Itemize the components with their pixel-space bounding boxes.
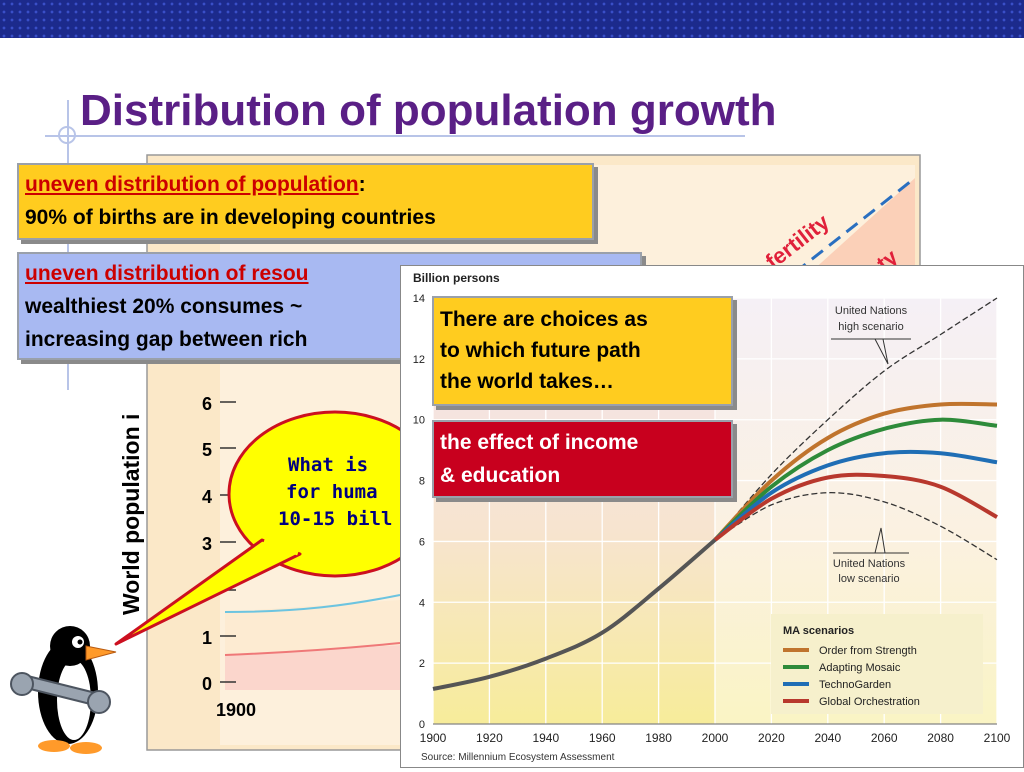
births-callout-colon: :	[358, 173, 366, 196]
background-x-tick-label: 1900	[216, 700, 256, 720]
y-tick-label: 2	[419, 658, 425, 670]
plot-annotations: United Nations high scenario United Nation…	[831, 305, 911, 585]
decorative-guide-circle	[58, 126, 76, 144]
speech-bubble-tail-joint	[263, 538, 299, 556]
speech-bubble-line: for huma	[286, 481, 378, 503]
scenario-line	[713, 449, 998, 542]
un-high-annotation: high scenario	[838, 321, 903, 333]
un-high-annotation: United Nations	[835, 305, 908, 317]
decorative-guide-vertical	[67, 100, 69, 390]
chart-source: Source: Millennium Ecosystem Assessment	[421, 752, 615, 763]
x-tick-label: 2080	[927, 731, 954, 745]
x-tick-label: 2040	[814, 731, 841, 745]
background-y-tick-label: 0	[202, 674, 212, 694]
chart-legend: MA scenarios Order from Strength Adapting …	[771, 614, 983, 714]
speech-bubble-line: What is	[288, 454, 369, 476]
births-callout-text: 90% of births are in developing countrie…	[25, 206, 436, 229]
speech-bubble-line: 10-15 bill	[278, 508, 393, 530]
penguin-foot-right	[70, 742, 102, 754]
legend-box	[771, 614, 983, 714]
penguin-foot-left	[38, 740, 70, 752]
wrench-head-right	[87, 690, 111, 714]
resources-callout-heading: uneven distribution of resou	[25, 262, 309, 285]
scenario-line	[713, 401, 998, 542]
un-bound-line	[714, 492, 998, 561]
y-tick-label: 6	[419, 536, 425, 548]
background-y-tick-label: 5	[202, 440, 212, 460]
income-callout-line: the effect of income	[440, 431, 639, 454]
y-tick-label: 0	[419, 719, 425, 731]
legend-entry: Adapting Mosaic	[819, 662, 901, 674]
y-tick-label: 8	[419, 476, 425, 488]
penguin-mascot-icon	[10, 626, 117, 754]
background-y-tick-label: 3	[202, 534, 212, 554]
background-series-blue	[224, 594, 401, 613]
x-tick-label: 1980	[645, 731, 672, 745]
x-tick-label: 2100	[984, 731, 1011, 745]
un-low-annotation: United Nations	[833, 558, 906, 570]
resources-callout-line: wealthiest 20% consumes ~	[25, 295, 303, 318]
x-tick-label: 2000	[702, 731, 729, 745]
chart-title: Billion persons	[413, 271, 500, 285]
resources-callout-line: increasing gap between rich	[25, 328, 308, 351]
x-tick-label: 1900	[420, 731, 447, 745]
x-tick-label: 2020	[758, 731, 785, 745]
choices-callout: There are choices as to which future pat…	[432, 296, 733, 406]
income-callout-line: & education	[440, 464, 561, 487]
background-y-axis-label: World population i	[118, 414, 144, 615]
un-bound-line	[714, 297, 998, 541]
penguin-head	[50, 626, 90, 666]
scenario-line	[713, 417, 998, 542]
speech-bubble	[114, 410, 443, 646]
legend-entry: Global Orchestration	[819, 696, 920, 708]
x-tick-label: 1960	[589, 731, 616, 745]
slide-header-bar	[0, 0, 1024, 38]
background-y-tick-label: 6	[202, 394, 212, 414]
un-high-pointer	[831, 338, 911, 365]
un-low-annotation: low scenario	[838, 573, 899, 585]
plot-series	[432, 297, 998, 691]
x-tick-label: 2060	[871, 731, 898, 745]
plot-axes: 0 2 4 6 8 10 12 14 1900 1920 1940 1960 1980 2000 2020 2…	[413, 271, 1011, 763]
background-y-tick-label: 4	[202, 487, 212, 507]
y-tick-label: 14	[413, 293, 425, 305]
income-education-callout: the effect of income & education	[432, 420, 733, 498]
y-tick-label: 12	[413, 354, 425, 366]
y-tick-label: 4	[419, 597, 425, 609]
wrench-icon	[10, 672, 111, 714]
background-band-red	[225, 645, 400, 690]
background-band-blue	[225, 600, 400, 655]
penguin-pupil	[77, 639, 83, 645]
legend-title: MA scenarios	[783, 625, 854, 637]
slide-title: Distribution of population growth	[80, 86, 777, 135]
legend-entry: Order from Strength	[819, 645, 917, 657]
x-tick-label: 1920	[476, 731, 503, 745]
background-series-red	[224, 642, 401, 656]
penguin-beak	[85, 645, 117, 661]
y-tick-label: 10	[413, 415, 425, 427]
decorative-guide-horizontal	[45, 135, 745, 137]
legend-entry: TechnoGarden	[819, 679, 891, 691]
background-y-tick-label: 1	[202, 628, 212, 648]
x-tick-label: 1940	[532, 731, 559, 745]
choices-callout-line: to which future path	[440, 339, 641, 362]
speech-bubble-tail	[114, 538, 302, 646]
historical-line	[432, 538, 717, 691]
choices-callout-line: There are choices as	[440, 308, 648, 331]
births-callout-heading: uneven distribution of population	[25, 173, 359, 196]
choices-callout-line: the world takes…	[440, 370, 614, 393]
wrench-head-left	[10, 672, 34, 696]
un-low-pointer	[833, 527, 909, 554]
scenario-line	[713, 472, 998, 542]
births-callout: uneven distribution of population: 90% o…	[17, 163, 594, 240]
